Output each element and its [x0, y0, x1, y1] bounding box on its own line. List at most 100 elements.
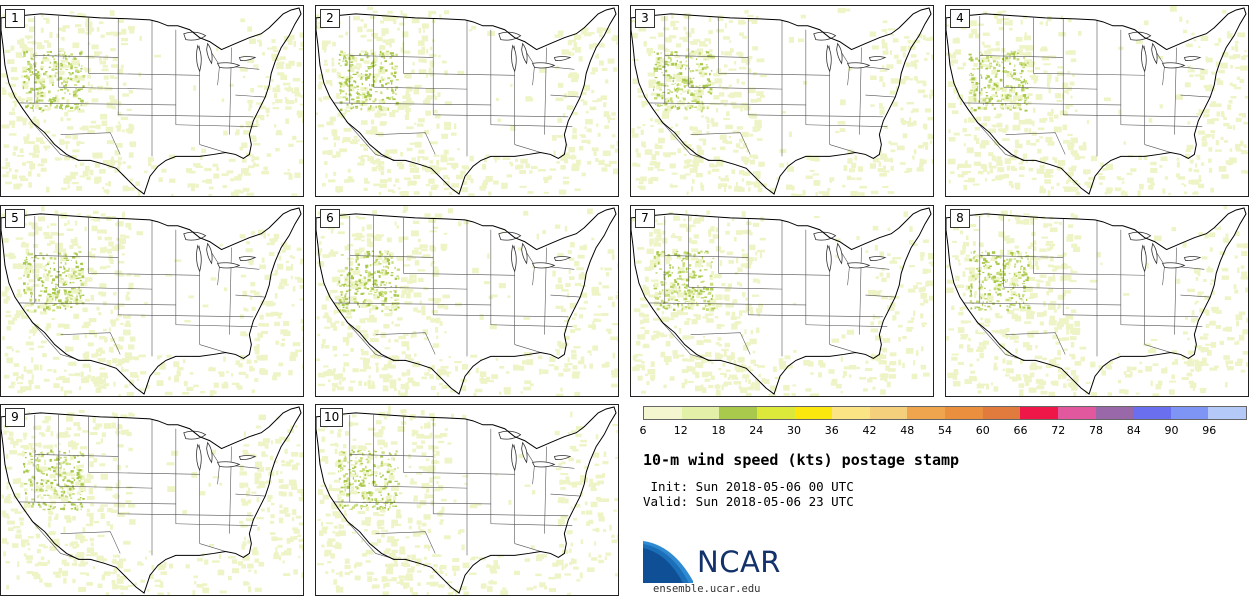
lake-outline — [511, 443, 517, 472]
state-border — [349, 454, 434, 457]
map-graphic — [631, 207, 933, 396]
state-border — [1033, 72, 1145, 76]
state-border — [514, 144, 541, 153]
state-border — [18, 302, 176, 306]
coastline — [316, 7, 617, 195]
state-border — [718, 272, 830, 276]
lake-outline — [846, 62, 871, 69]
state-border — [1180, 294, 1211, 298]
wind-field — [946, 206, 1248, 396]
color-scale-bar — [643, 406, 1247, 420]
map-panel[interactable]: 1 — [0, 5, 304, 197]
map-panel[interactable]: 7 — [630, 205, 934, 397]
state-border — [118, 513, 254, 517]
color-scale-tick-label: 96 — [1202, 424, 1217, 437]
color-scale-tick-label: 18 — [711, 424, 726, 437]
map-panel[interactable]: 4 — [945, 5, 1249, 197]
state-border — [805, 124, 888, 128]
state-border — [60, 531, 121, 554]
state-border — [1003, 286, 1098, 290]
color-scale-segment — [1057, 407, 1096, 419]
map-panel[interactable]: 10 — [315, 404, 619, 596]
lake-outline — [216, 62, 241, 69]
lake-outline — [531, 262, 556, 269]
state-border — [18, 501, 176, 505]
state-border — [118, 314, 254, 318]
state-border — [333, 302, 491, 306]
map-panel[interactable]: 5 — [0, 205, 304, 397]
wind-field — [1, 409, 303, 595]
map-panel[interactable]: 2 — [315, 5, 619, 197]
color-scale-tick-label: 66 — [1013, 424, 1028, 437]
member-label: 1 — [5, 9, 25, 28]
state-border — [688, 86, 783, 90]
lake-outline — [1183, 256, 1202, 262]
color-scale-segment — [1208, 407, 1246, 419]
member-label: 7 — [635, 209, 655, 228]
state-border — [34, 55, 119, 58]
color-scale-segment — [869, 407, 908, 419]
lake-outline — [868, 56, 887, 62]
wind-field — [1, 206, 303, 396]
lake-outline — [836, 42, 843, 65]
state-border — [829, 144, 856, 153]
state-border — [963, 102, 1121, 106]
ncar-logo[interactable] — [643, 541, 793, 583]
lake-outline — [238, 256, 257, 262]
color-scale-tick-label: 42 — [862, 424, 877, 437]
state-border — [1063, 114, 1199, 118]
state-border — [403, 72, 515, 76]
lake-outline — [196, 44, 202, 73]
state-border — [544, 247, 547, 335]
lake-outline — [1161, 62, 1186, 69]
color-scale-tick-label: 60 — [975, 424, 990, 437]
lake-outline — [196, 443, 202, 472]
map-graphic — [946, 206, 1248, 396]
coastline — [316, 207, 617, 395]
state-border — [349, 255, 434, 258]
state-border — [34, 454, 119, 457]
wind-field — [316, 6, 618, 196]
coastline — [946, 207, 1247, 395]
state-border — [1120, 124, 1203, 128]
figure-title: 10-m wind speed (kts) postage stamp — [643, 451, 960, 469]
lake-outline — [216, 461, 241, 468]
state-border — [235, 94, 266, 98]
map-graphic — [316, 405, 618, 595]
state-border — [829, 344, 856, 353]
state-border — [88, 72, 200, 76]
state-border — [748, 314, 884, 318]
state-border — [963, 302, 1121, 306]
lake-outline — [521, 441, 528, 464]
state-border — [648, 302, 806, 306]
map-graphic — [946, 6, 1248, 196]
color-scale-segment — [794, 407, 833, 419]
map-panel[interactable]: 3 — [630, 5, 934, 197]
state-border — [175, 324, 258, 328]
map-graphic — [1, 206, 303, 396]
member-label: 9 — [5, 408, 25, 427]
coastline — [631, 7, 932, 195]
color-scale-segment — [832, 407, 870, 419]
map-panel[interactable]: 6 — [315, 205, 619, 397]
state-border — [199, 144, 226, 153]
state-border — [175, 124, 258, 128]
state-border — [544, 47, 547, 135]
state-border — [1120, 324, 1203, 328]
state-border — [490, 124, 573, 128]
map-panel[interactable]: 8 — [945, 205, 1249, 397]
site-url[interactable]: ensemble.ucar.edu — [653, 583, 761, 595]
map-panel[interactable]: 9 — [0, 404, 304, 596]
color-scale-segment — [1095, 407, 1134, 419]
lake-outline — [531, 461, 556, 468]
lake-outline — [196, 244, 202, 273]
state-border — [859, 247, 862, 335]
lake-outline — [553, 256, 572, 262]
color-scale-segment — [1020, 407, 1058, 419]
state-border — [550, 493, 581, 497]
state-border — [514, 344, 541, 353]
lake-outline — [836, 242, 843, 265]
color-scale-tick-label: 12 — [673, 424, 688, 437]
color-scale-tick-label: 36 — [824, 424, 839, 437]
state-border — [514, 543, 541, 552]
